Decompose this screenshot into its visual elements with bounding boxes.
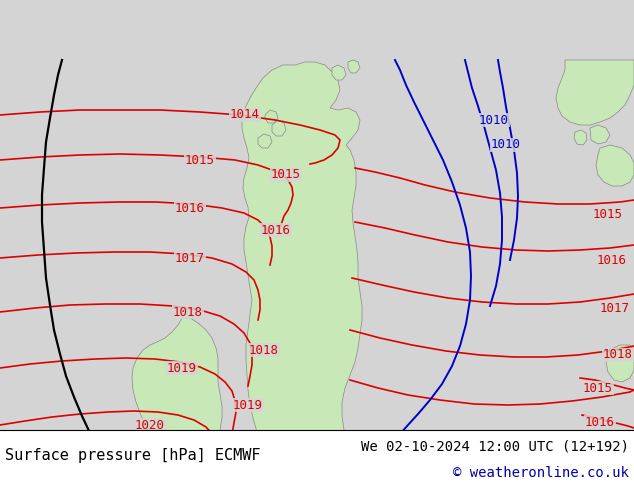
Polygon shape xyxy=(596,145,634,186)
Text: 1019: 1019 xyxy=(167,362,197,374)
Text: 1015: 1015 xyxy=(271,169,301,181)
Text: 1010: 1010 xyxy=(479,114,509,126)
Text: 20: 20 xyxy=(4,473,18,483)
Polygon shape xyxy=(258,134,272,148)
Polygon shape xyxy=(332,65,346,80)
Text: 1010: 1010 xyxy=(491,139,521,151)
Text: 1019: 1019 xyxy=(315,456,345,468)
Polygon shape xyxy=(132,318,222,457)
Polygon shape xyxy=(225,440,634,490)
Polygon shape xyxy=(340,472,360,486)
Polygon shape xyxy=(574,130,587,145)
Text: 1018: 1018 xyxy=(593,479,623,490)
Text: 1014: 1014 xyxy=(230,108,260,122)
Text: 1018: 1018 xyxy=(603,348,633,362)
Polygon shape xyxy=(606,345,634,382)
Text: 1017: 1017 xyxy=(600,301,630,315)
Text: We 02-10-2024 12:00 UTC (12+192): We 02-10-2024 12:00 UTC (12+192) xyxy=(361,440,629,454)
Polygon shape xyxy=(590,125,610,144)
Text: 1016: 1016 xyxy=(261,223,291,237)
Text: 1017: 1017 xyxy=(175,251,205,265)
Text: 1018: 1018 xyxy=(173,305,203,318)
Polygon shape xyxy=(272,120,286,136)
Text: 1015: 1015 xyxy=(593,209,623,221)
Polygon shape xyxy=(556,60,634,125)
Polygon shape xyxy=(242,62,362,474)
Text: 1019: 1019 xyxy=(233,398,263,412)
Text: © weatheronline.co.uk: © weatheronline.co.uk xyxy=(453,466,629,480)
Text: 1016: 1016 xyxy=(597,253,627,267)
Text: 1016: 1016 xyxy=(175,201,205,215)
Text: 1017: 1017 xyxy=(587,448,617,462)
Text: 1016: 1016 xyxy=(585,416,615,428)
Text: 1015: 1015 xyxy=(185,153,215,167)
Bar xyxy=(0,430,634,490)
Polygon shape xyxy=(265,110,278,123)
Polygon shape xyxy=(348,60,360,73)
Text: Surface pressure [hPa] ECMWF: Surface pressure [hPa] ECMWF xyxy=(5,448,261,463)
Text: 1018: 1018 xyxy=(249,343,279,357)
Text: 1015: 1015 xyxy=(583,382,613,394)
Text: 1020: 1020 xyxy=(135,418,165,432)
